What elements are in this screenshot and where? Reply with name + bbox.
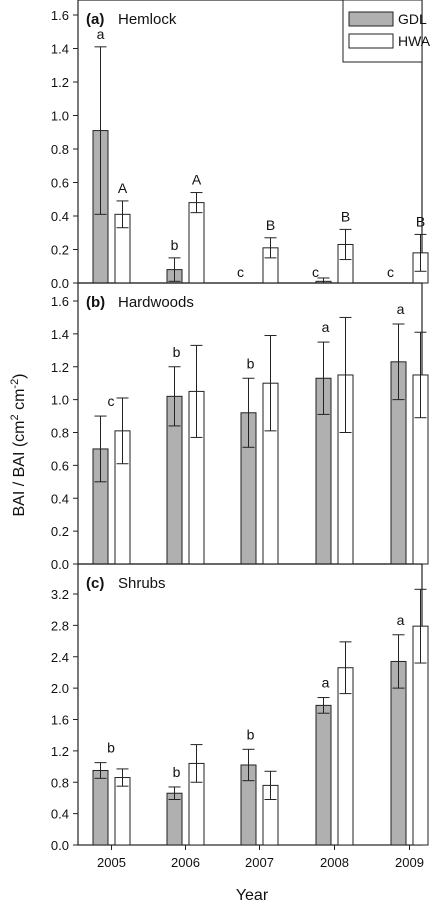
y-tick-label: 2.4 [51,650,69,665]
x-tick-label: 2009 [395,855,424,870]
y-tick-label: 0.0 [51,276,69,291]
panel-shrubs: 0.0 0.4 0.8 1.2 1.6 2.0 2.4 2.8 3.2 (c) Shrubs b b b a… [51,563,429,853]
y-tick-label: 0.2 [51,243,69,258]
significance-label: a [322,319,330,335]
significance-label: c [237,264,244,280]
significance-label: B [416,213,425,229]
y-tick-label: 2.0 [51,681,69,696]
significance-label: c [387,264,394,280]
bar-hwa-2008 [337,667,354,846]
panel-label: (c) [86,575,104,592]
y-tick-label: 0.4 [51,491,69,506]
legend-box [342,0,423,63]
significance-label: B [341,208,350,224]
significance-label: a [397,301,405,317]
y-tick-label: 0.8 [51,775,69,790]
y-tick-label: 1.2 [51,360,69,375]
panel-title: Shrubs [118,575,166,592]
panel-label: (a) [86,11,104,28]
significance-label: c [312,264,319,280]
bar-gdl-2006 [166,792,183,846]
legend-swatch-hwa [348,33,394,49]
y-tick-label: 0.4 [51,209,69,224]
significance-label: b [247,726,255,742]
panel-hardwoods: 0.0 0.2 0.4 0.6 0.8 1.0 1.2 1.4 1.6 (b) Hardwoods c… [51,282,429,572]
x-tick-label: 2005 [97,855,126,870]
significance-label: A [118,180,128,196]
significance-label: B [266,217,275,233]
legend-label-hwa: HWA [398,33,431,49]
legend-label-gdl: GDL [398,11,427,27]
y-tick-label: 0.2 [51,524,69,539]
x-axis-title: Year [236,887,269,904]
bar-gdl-2008 [315,704,332,846]
y-tick-label: 1.4 [51,327,69,342]
panel-title: Hardwoods [118,294,194,311]
y-tick-label: 1.6 [51,713,69,728]
y-tick-label: 1.0 [51,393,69,408]
panel-hemlock: 0.0 0.2 0.4 0.6 0.8 1.0 1.2 1.4 1.6 (a) Hemlock a Ab… [51,0,429,291]
significance-label: b [247,355,255,371]
legend-swatch-gdl [348,11,394,27]
significance-label: A [192,172,202,188]
bar-gdl-2009 [390,660,407,846]
panel-label: (b) [86,294,105,311]
y-tick-label: 0.6 [51,458,69,473]
y-tick-label: 0.6 [51,176,69,191]
y-tick-label: 0.0 [51,838,69,853]
significance-label: a [322,675,330,691]
bar-gdl-2005 [92,769,109,846]
y-tick-label: 2.8 [51,618,69,633]
y-tick-label: 0.0 [51,557,69,572]
y-tick-label: 1.2 [51,75,69,90]
significance-label: a [97,26,105,42]
y-tick-label: 0.8 [51,426,69,441]
y-tick-label: 1.2 [51,744,69,759]
significance-label: a [397,612,405,628]
significance-label: b [107,740,115,756]
y-tick-label: 1.6 [51,8,69,23]
x-tick-label: 2006 [171,855,200,870]
x-tick-label: 2007 [245,855,274,870]
y-tick-label: 0.8 [51,142,69,157]
significance-label: b [171,237,179,253]
legend: GDL HWA [342,0,431,63]
x-tick-label: 2008 [320,855,349,870]
significance-label: c [108,393,115,409]
y-tick-label: 0.4 [51,807,69,822]
y-tick-label: 1.4 [51,42,69,57]
panel-title: Hemlock [118,11,177,28]
significance-label: b [173,344,181,360]
bar-hwa-2006 [188,202,205,284]
y-tick-label: 1.6 [51,294,69,309]
y-tick-label: 3.2 [51,587,69,602]
bar-hwa-2005 [114,777,131,846]
y-tick-label: 1.0 [51,109,69,124]
significance-label: b [173,764,181,780]
y-axis-title: BAI / BAI (cm2 cm-2) [9,373,28,516]
